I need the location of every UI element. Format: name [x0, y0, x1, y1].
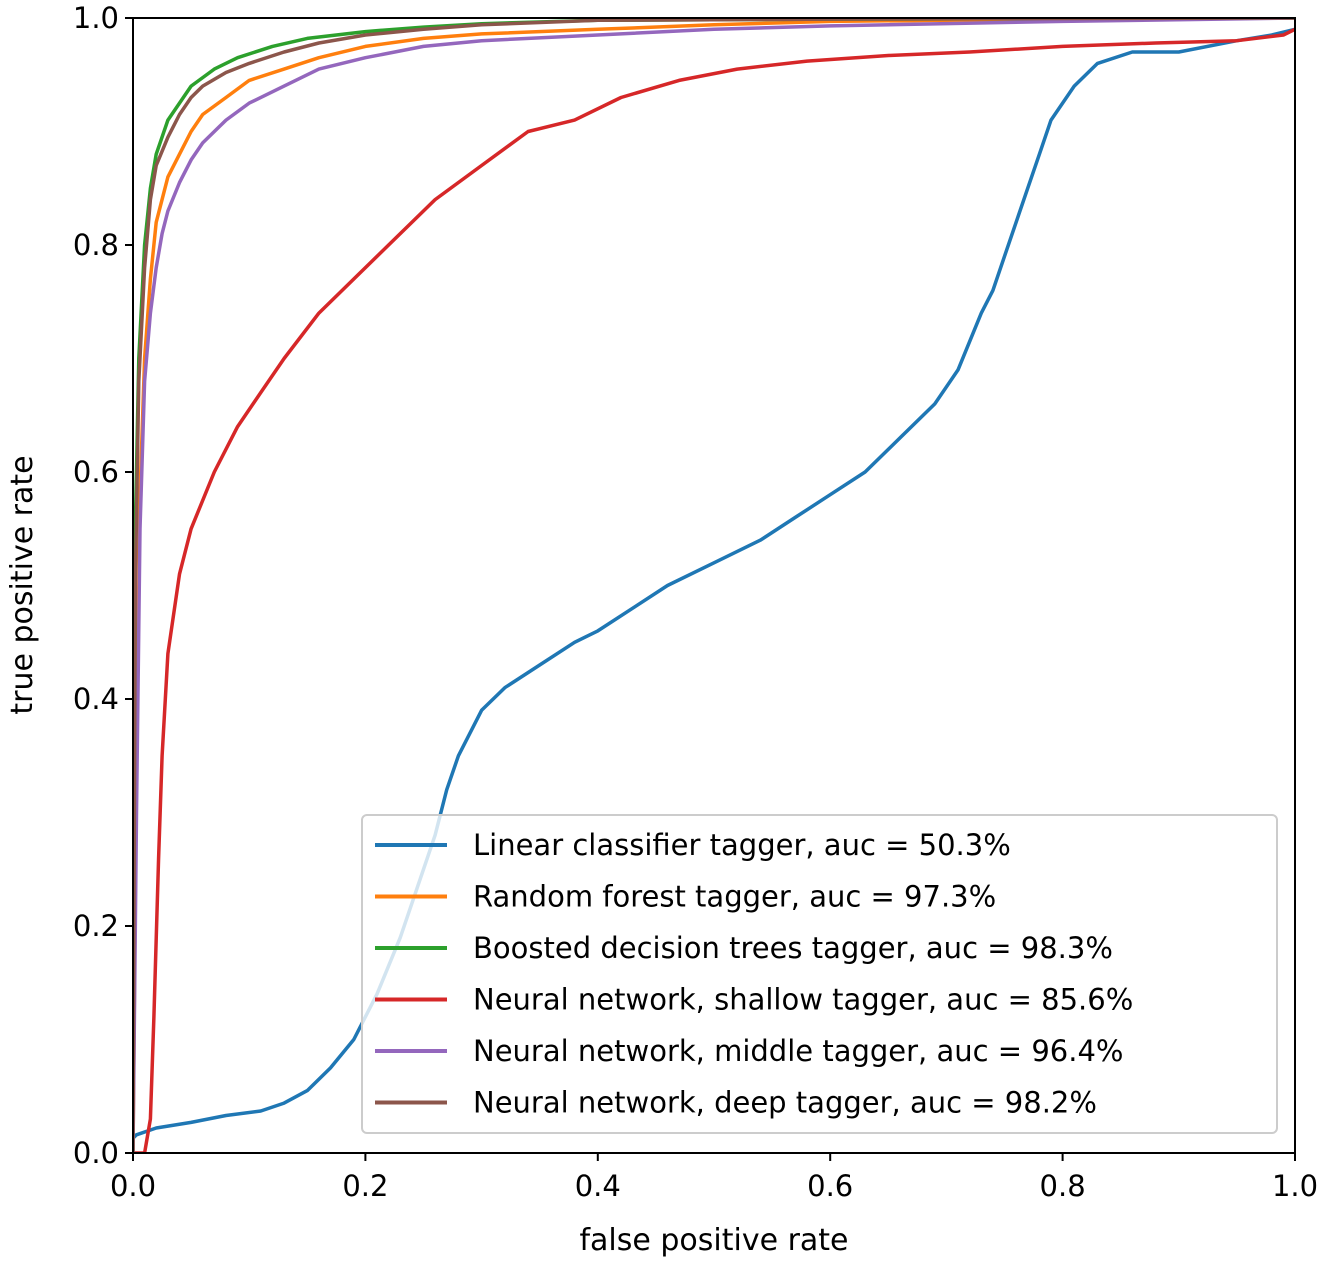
x-tick-label: 1.0 [1272, 1169, 1318, 1203]
series-line-5 [133, 18, 1295, 1153]
series-line-0 [133, 27, 1295, 1140]
x-tick-label: 0.2 [342, 1169, 388, 1203]
x-tick-label: 0.6 [807, 1169, 853, 1203]
y-axis-ticks: 0.0 0.2 0.4 0.6 0.8 1.0 [73, 1, 133, 1170]
x-axis-label: false positive rate [579, 1223, 848, 1258]
x-tick-label: 0.8 [1040, 1169, 1086, 1203]
x-tick-label: 0.4 [575, 1169, 621, 1203]
series-line-3 [133, 27, 1295, 1153]
series-layer [133, 18, 1295, 1153]
legend-label-4: Neural network, middle tagger, auc = 96.… [473, 1034, 1123, 1068]
y-tick-label: 0.8 [73, 228, 119, 262]
y-tick-label: 0.2 [73, 909, 119, 943]
series-line-1 [133, 18, 1295, 1153]
legend-label-1: Random forest tagger, auc = 97.3% [473, 880, 996, 914]
y-axis-label: true positive rate [5, 455, 40, 714]
plot-frame [132, 17, 1296, 1154]
y-tick-label: 1.0 [73, 1, 119, 35]
legend: Linear classifier tagger, auc = 50.3% Ran… [361, 814, 1278, 1134]
legend-label-2: Boosted decision trees tagger, auc = 98.… [473, 931, 1113, 965]
legend-label-0: Linear classifier tagger, auc = 50.3% [473, 828, 1011, 862]
y-tick-label: 0.0 [73, 1136, 119, 1170]
x-tick-label: 0.0 [110, 1169, 156, 1203]
y-tick-label: 0.6 [73, 455, 119, 489]
legend-box [361, 814, 1278, 1134]
legend-label-5: Neural network, deep tagger, auc = 98.2% [473, 1086, 1097, 1120]
x-axis-ticks: 0.0 0.2 0.4 0.6 0.8 1.0 [110, 1153, 1318, 1203]
series-line-4 [133, 18, 1295, 1153]
legend-label-3: Neural network, shallow tagger, auc = 85… [473, 983, 1133, 1017]
y-tick-label: 0.4 [73, 682, 119, 716]
